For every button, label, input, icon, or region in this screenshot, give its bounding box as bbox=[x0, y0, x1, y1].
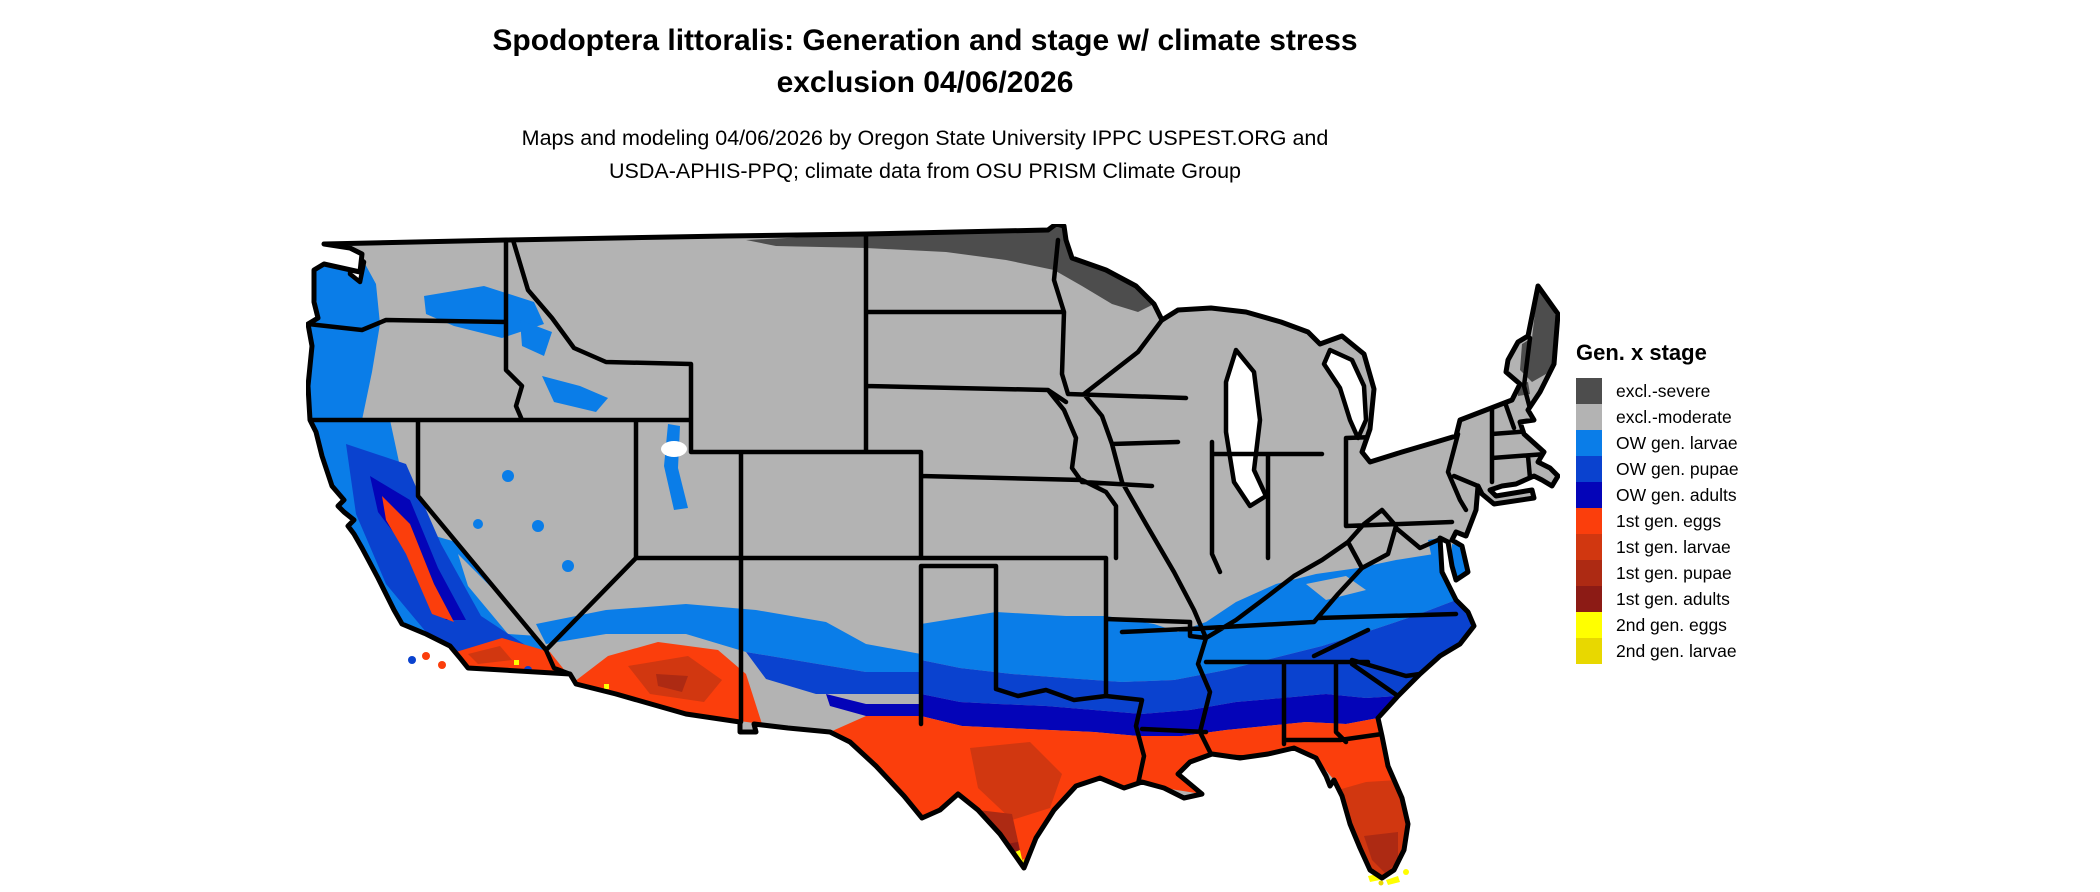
us-choropleth-map bbox=[305, 221, 1561, 886]
legend-row-excl-moderate: excl.-moderate bbox=[1576, 404, 1739, 430]
title-line-2: exclusion 04/06/2026 bbox=[776, 66, 1074, 99]
region-1st-pupae-arizona bbox=[656, 674, 688, 692]
title-line-1: Spodoptera littoralis: Generation and st… bbox=[492, 24, 1358, 57]
channel-island-1 bbox=[422, 652, 430, 660]
subtitle-line-2: USDA-APHIS-PPQ; climate data from OSU PR… bbox=[608, 159, 1242, 183]
region-ow-larvae-nv-speck-2 bbox=[532, 520, 544, 532]
legend: Gen. x stage excl.-severe excl.-moderate… bbox=[1576, 340, 1739, 664]
region-1st-pupae-south-florida bbox=[1364, 832, 1398, 874]
legend-row-1st-larvae: 1st gen. larvae bbox=[1576, 534, 1739, 560]
legend-swatch-ow-larvae bbox=[1576, 430, 1602, 456]
legend-label-ow-larvae: OW gen. larvae bbox=[1616, 432, 1738, 453]
legend-swatch-ow-pupae bbox=[1576, 456, 1602, 482]
region-ow-adults-south-band bbox=[921, 694, 1398, 736]
legend-row-1st-adults: 1st gen. adults bbox=[1576, 586, 1739, 612]
legend-swatch-1st-larvae bbox=[1576, 534, 1602, 560]
region-1st-eggs-central-valley bbox=[382, 496, 454, 622]
region-ow-larvae-southwest bbox=[536, 604, 921, 672]
map-svg bbox=[305, 221, 1561, 886]
region-ow-larvae-nv-speck-1 bbox=[502, 470, 514, 482]
region-1st-larvae-socal bbox=[468, 646, 512, 664]
legend-row-ow-larvae: OW gen. larvae bbox=[1576, 430, 1739, 456]
great-salt-lake bbox=[661, 441, 687, 457]
legend-label-ow-adults: OW gen. adults bbox=[1616, 484, 1737, 505]
legend-row-2nd-larvae: 2nd gen. larvae bbox=[1576, 638, 1739, 664]
legend-row-2nd-eggs: 2nd gen. eggs bbox=[1576, 612, 1739, 638]
florida-keys-2nd-eggs-2 bbox=[1386, 876, 1400, 885]
map-title: Spodoptera littoralis: Generation and st… bbox=[0, 20, 1850, 104]
legend-label-1st-adults: 1st gen. adults bbox=[1616, 588, 1730, 609]
region-ow-larvae-nv-speck-3 bbox=[473, 519, 483, 529]
us-outline bbox=[305, 221, 1561, 881]
legend-label-1st-eggs: 1st gen. eggs bbox=[1616, 510, 1722, 531]
region-2nd-eggs-yuma bbox=[604, 684, 609, 689]
florida-keys-2nd-larvae bbox=[1378, 880, 1384, 886]
legend-label-2nd-eggs: 2nd gen. eggs bbox=[1616, 614, 1727, 635]
legend-row-ow-adults: OW gen. adults bbox=[1576, 482, 1739, 508]
offshore-islands bbox=[408, 652, 1409, 886]
legend-label-ow-pupae: OW gen. pupae bbox=[1616, 458, 1739, 479]
legend-label-1st-larvae: 1st gen. larvae bbox=[1616, 536, 1731, 557]
region-1st-pupae-south-texas bbox=[978, 810, 1024, 868]
lake-michigan bbox=[1223, 347, 1269, 509]
legend-row-1st-eggs: 1st gen. eggs bbox=[1576, 508, 1739, 534]
legend-swatch-2nd-larvae bbox=[1576, 638, 1602, 664]
legend-swatch-1st-adults bbox=[1576, 586, 1602, 612]
legend-row-ow-pupae: OW gen. pupae bbox=[1576, 456, 1739, 482]
legend-label-excl-moderate: excl.-moderate bbox=[1616, 406, 1732, 427]
florida-keys-2nd-eggs-3 bbox=[1403, 869, 1409, 875]
region-2nd-eggs-palm-springs bbox=[514, 660, 519, 665]
legend-label-2nd-larvae: 2nd gen. larvae bbox=[1616, 640, 1737, 661]
legend-row-excl-severe: excl.-severe bbox=[1576, 378, 1739, 404]
legend-swatch-excl-moderate bbox=[1576, 404, 1602, 430]
region-ow-pupae-southwest bbox=[746, 652, 921, 694]
map-subtitle: Maps and modeling 04/06/2026 by Oregon S… bbox=[0, 122, 1850, 188]
region-excl-moderate-ne-california bbox=[390, 420, 456, 542]
region-excl-severe-north bbox=[746, 224, 1154, 312]
region-ow-larvae-columbia-basin bbox=[424, 286, 544, 338]
legend-label-1st-pupae: 1st gen. pupae bbox=[1616, 562, 1732, 583]
legend-swatch-1st-pupae bbox=[1576, 560, 1602, 586]
legend-title: Gen. x stage bbox=[1576, 340, 1707, 365]
subtitle-line-1: Maps and modeling 04/06/2026 by Oregon S… bbox=[521, 126, 1329, 150]
legend-label-excl-severe: excl.-severe bbox=[1616, 380, 1711, 401]
region-1st-larvae-central-texas bbox=[970, 742, 1062, 820]
legend-swatch-ow-adults bbox=[1576, 482, 1602, 508]
region-ow-adults-southwest bbox=[826, 694, 921, 716]
legend-swatch-1st-eggs bbox=[1576, 508, 1602, 534]
channel-island-2 bbox=[438, 661, 446, 669]
region-ow-larvae-pnw bbox=[308, 252, 380, 420]
legend-row-1st-pupae: 1st gen. pupae bbox=[1576, 560, 1739, 586]
legend-swatch-excl-severe bbox=[1576, 378, 1602, 404]
region-ow-larvae-snake-plain bbox=[542, 376, 608, 412]
region-ow-larvae-idaho bbox=[520, 320, 552, 356]
region-ow-larvae-nv-speck-4 bbox=[562, 560, 574, 572]
legend-swatch-2nd-eggs bbox=[1576, 612, 1602, 638]
channel-island-3 bbox=[408, 656, 416, 664]
